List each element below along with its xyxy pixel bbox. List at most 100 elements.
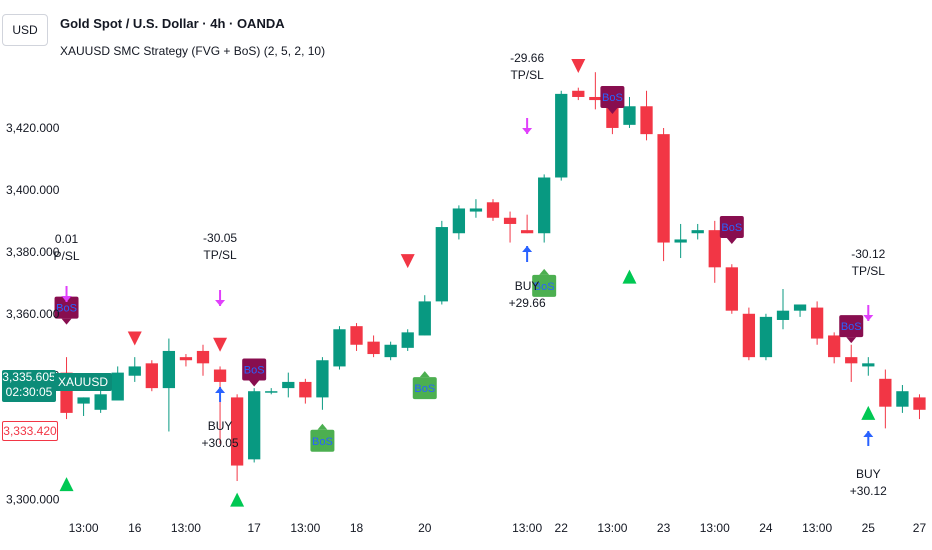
candle[interactable]: [333, 326, 346, 370]
candle[interactable]: [401, 329, 414, 351]
trade-note-label: TP/SL: [510, 68, 544, 82]
candle-body: [913, 397, 926, 410]
trade-note-value: 0.01: [55, 232, 79, 246]
candle[interactable]: [316, 357, 329, 410]
open-price-badge: 3,333.420: [2, 421, 58, 441]
candle-body: [196, 350, 210, 364]
trade-note-value: -29.66: [510, 51, 544, 65]
candle[interactable]: [793, 304, 807, 317]
candle[interactable]: [248, 388, 261, 463]
bos-text: BoS: [414, 383, 435, 395]
candle[interactable]: [145, 360, 158, 392]
bear-triangle-icon: [571, 59, 586, 73]
bar-countdown: 02:30:05: [5, 385, 53, 399]
candle[interactable]: [230, 394, 244, 482]
candle[interactable]: [691, 223, 704, 240]
bear-triangle-icon: [400, 254, 415, 269]
candle-body: [401, 332, 414, 348]
candle-body: [776, 310, 790, 320]
candle[interactable]: [367, 335, 380, 358]
candle[interactable]: [810, 301, 824, 345]
bos-text: BoS: [244, 365, 265, 377]
candle[interactable]: [469, 199, 483, 218]
candle[interactable]: [213, 366, 227, 444]
candle[interactable]: [640, 90, 653, 141]
candle[interactable]: [486, 199, 500, 221]
candle-body: [179, 357, 193, 361]
price-tick-label: 3,300.000: [6, 493, 60, 507]
candle-body: [674, 239, 687, 243]
trade-note-label: +29.66: [509, 296, 546, 310]
candle-body: [213, 369, 227, 382]
candle[interactable]: [555, 90, 568, 181]
candle-body: [555, 93, 568, 178]
candle[interactable]: [572, 87, 585, 101]
candle-body: [111, 372, 124, 401]
candle[interactable]: [179, 354, 193, 367]
candle[interactable]: [742, 307, 756, 361]
candle[interactable]: [725, 264, 738, 314]
bos-label: BoS: [719, 216, 744, 245]
candle-body: [657, 134, 670, 243]
candle-body: [742, 313, 756, 358]
candle[interactable]: [435, 220, 448, 305]
currency-selector[interactable]: USD: [2, 14, 48, 46]
candle[interactable]: [265, 388, 278, 395]
bear-triangle-icon: [127, 331, 142, 346]
candle-body: [589, 96, 602, 101]
candle[interactable]: [862, 357, 875, 376]
price-tick-label: 3,360.000: [6, 307, 60, 321]
bos-label: BoS: [242, 358, 267, 387]
bos-label: BoS: [532, 268, 557, 297]
candle[interactable]: [776, 289, 790, 330]
candle-body: [538, 177, 551, 234]
candle[interactable]: [77, 397, 90, 416]
candle[interactable]: [623, 96, 636, 128]
trade-note-label: TP/SL: [203, 248, 237, 262]
trade-note-label: P/SL: [54, 249, 80, 263]
candle-body: [572, 90, 585, 97]
candle-body: [248, 391, 261, 460]
candle[interactable]: [913, 394, 926, 420]
bull-triangle-icon: [230, 492, 245, 507]
candle[interactable]: [94, 388, 107, 413]
candle[interactable]: [418, 295, 431, 336]
candle[interactable]: [674, 223, 687, 259]
candle[interactable]: [759, 313, 773, 361]
time-axis: 13:00 16 13:00 17 13:00 18 20 13:00 22 13:00 23 13:…: [69, 521, 927, 535]
candle-body: [708, 230, 721, 268]
bull-triangle-icon: [861, 405, 876, 420]
bos-label: BoS: [600, 85, 625, 114]
candle[interactable]: [111, 366, 124, 401]
candle[interactable]: [299, 378, 312, 404]
time-tick-label: 24: [759, 521, 773, 535]
candle[interactable]: [538, 174, 551, 243]
candle[interactable]: [503, 211, 517, 243]
candle-body: [503, 217, 517, 224]
candle[interactable]: [384, 341, 397, 361]
signal-markers: BoS BoS BoS BoS BoS BoS BoS BoS -30.05 TP/SL -29.6…: [54, 51, 887, 507]
candle[interactable]: [589, 72, 602, 110]
candle[interactable]: [708, 220, 721, 283]
candle[interactable]: [282, 372, 295, 398]
candle-body: [418, 301, 431, 336]
candle[interactable]: [520, 214, 534, 234]
bos-label: BoS: [839, 315, 864, 344]
bos-label: BoS: [310, 423, 335, 452]
candle[interactable]: [196, 344, 210, 376]
candle[interactable]: [896, 385, 909, 413]
candle[interactable]: [452, 205, 466, 240]
candle[interactable]: [128, 357, 141, 382]
candle[interactable]: [657, 127, 670, 262]
candle[interactable]: [828, 332, 841, 364]
candle[interactable]: [350, 323, 363, 351]
candle[interactable]: [879, 369, 892, 429]
candle[interactable]: [845, 344, 858, 382]
candle-body: [452, 208, 466, 234]
indicator-legend[interactable]: XAUUSD SMC Strategy (FVG + BoS) (2, 5, 2…: [60, 44, 326, 58]
candle-body: [265, 391, 278, 393]
candle-body: [810, 307, 824, 339]
bos-label: BoS: [412, 371, 437, 400]
candle[interactable]: [162, 338, 176, 432]
